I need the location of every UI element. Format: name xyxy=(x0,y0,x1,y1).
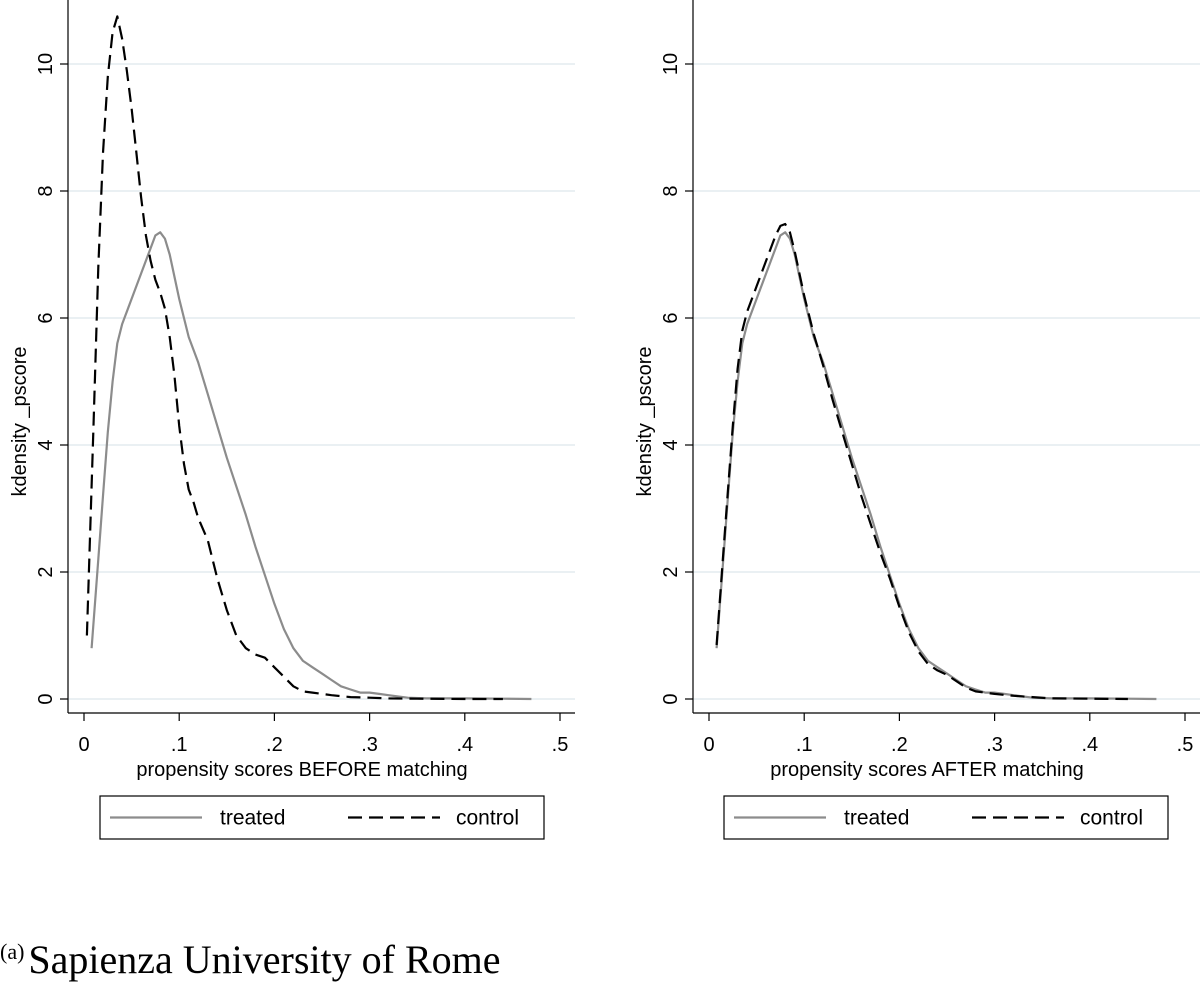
chart-before-matching: 0 2 4 6 8 10 0 .1 .2 .3 .4 .5 kdensity _pscorepropen… xyxy=(9,0,575,840)
y-tick-label: 2 xyxy=(35,566,57,577)
x-tick-label: .2 xyxy=(266,734,283,756)
y-tick-label: 0 xyxy=(35,693,57,704)
caption-label: (a) xyxy=(0,939,25,964)
x-tick-label: 0 xyxy=(703,734,714,756)
legend: treated control xyxy=(723,795,1169,840)
y-tick-label: 8 xyxy=(660,185,682,196)
x-tick-label: .3 xyxy=(986,734,1003,756)
x-tick-label: .5 xyxy=(552,734,569,756)
legend-label-control: control xyxy=(1080,807,1143,830)
y-tick-label: 10 xyxy=(35,53,57,75)
figure-caption: (a) Sapienza University of Rome xyxy=(0,936,501,983)
x-tick-label: .1 xyxy=(796,734,813,756)
y-tick-label: 4 xyxy=(35,439,57,450)
series-line-control xyxy=(715,222,1128,701)
y-tick-label: 10 xyxy=(660,53,682,75)
y-tick-label: 0 xyxy=(660,693,682,704)
y-axis-title: kdensity _pscore xyxy=(9,346,31,496)
caption-text: Sapienza University of Rome xyxy=(28,937,501,982)
x-axis-title: propensity scores AFTER matching xyxy=(770,759,1083,781)
series-line-treated xyxy=(90,231,532,701)
x-tick-label: .5 xyxy=(1177,734,1194,756)
x-tick-label: .3 xyxy=(361,734,378,756)
x-tick-label: 0 xyxy=(78,734,89,756)
series-line-treated xyxy=(715,231,1157,701)
x-tick-label: .4 xyxy=(1081,734,1098,756)
y-axis-title: kdensity _pscore xyxy=(634,346,656,496)
series-line-control xyxy=(85,15,503,701)
y-tick-label: 6 xyxy=(660,312,682,323)
chart-after-matching: 0 2 4 6 8 10 0 .1 .2 .3 .4 .5 kdensity _pscorepropen… xyxy=(634,0,1200,840)
y-tick-label: 2 xyxy=(660,566,682,577)
y-tick-label: 8 xyxy=(35,185,57,196)
x-axis-title: propensity scores BEFORE matching xyxy=(136,759,467,781)
x-tick-label: .1 xyxy=(171,734,188,756)
x-tick-label: .2 xyxy=(891,734,908,756)
legend: treated control xyxy=(99,795,545,840)
legend-label-treated: treated xyxy=(844,807,909,830)
y-tick-label: 4 xyxy=(660,439,682,450)
x-tick-label: .4 xyxy=(456,734,473,756)
legend-label-control: control xyxy=(456,807,519,830)
legend-label-treated: treated xyxy=(220,807,285,830)
y-tick-label: 6 xyxy=(35,312,57,323)
